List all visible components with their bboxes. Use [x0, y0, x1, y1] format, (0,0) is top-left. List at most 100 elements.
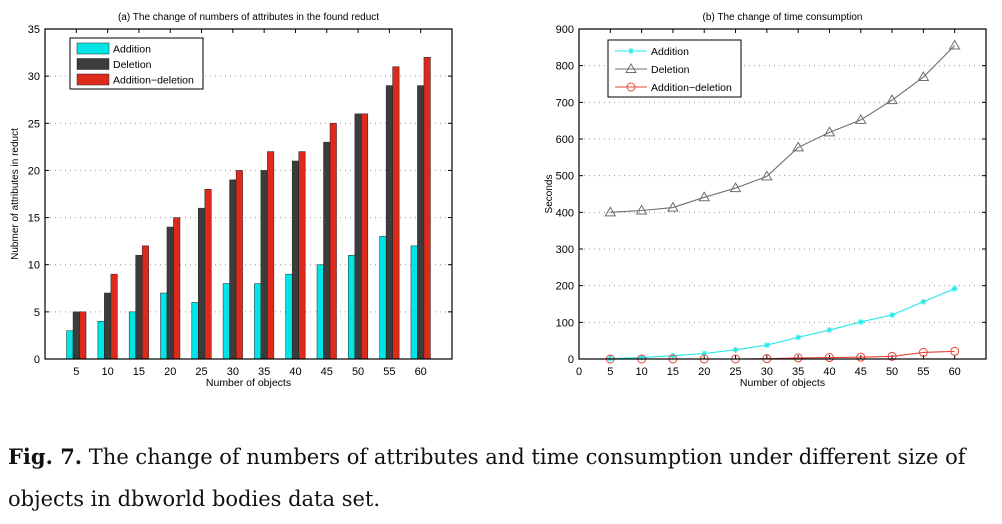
- bar: [72, 311, 80, 360]
- y-tick-label: 5: [34, 307, 40, 319]
- triangle-marker: [667, 201, 679, 212]
- figure-caption: Fig. 7. The change of numbers of attribu…: [8, 436, 998, 520]
- x-tick-label: 30: [227, 366, 239, 378]
- bar: [361, 113, 369, 360]
- bar: [329, 123, 337, 360]
- asterisk-marker: [763, 342, 770, 349]
- x-tick-label: 50: [352, 366, 364, 378]
- circle-marker: [626, 82, 636, 92]
- series-triangle: [604, 39, 961, 217]
- series-line: [610, 288, 955, 360]
- x-tick-label: 35: [792, 366, 804, 378]
- circle-marker: [887, 351, 897, 361]
- bar: [354, 113, 362, 360]
- x-tick-label: 40: [289, 366, 301, 378]
- bar: [229, 179, 237, 360]
- bar: [316, 264, 324, 360]
- legend-label: Addition−deletion: [651, 82, 732, 94]
- bar: [410, 245, 418, 360]
- x-tick-label: 15: [667, 366, 679, 378]
- legend-swatch: [76, 58, 110, 70]
- x-tick-label: 20: [698, 366, 710, 378]
- asterisk-marker: [628, 48, 634, 54]
- legend-label: Deletion: [651, 64, 690, 76]
- asterisk-marker: [795, 334, 802, 341]
- asterisk-marker: [857, 318, 864, 325]
- y-axis-label: Seconds: [544, 175, 555, 214]
- y-tick-label: 0: [34, 354, 40, 366]
- x-tick-label: 55: [383, 366, 395, 378]
- bar: [166, 226, 174, 360]
- bar: [235, 170, 243, 360]
- x-tick-label: 50: [886, 366, 898, 378]
- chart-title: (a) The change of numbers of attributes …: [118, 12, 379, 23]
- triangle-marker: [635, 204, 648, 215]
- legend: Addition Deletion Addition−deletion: [607, 39, 742, 98]
- legend-swatch: [76, 73, 110, 86]
- bar: [135, 255, 143, 360]
- y-tick-label: 600: [556, 134, 574, 146]
- plot-border: [578, 28, 987, 360]
- bar: [254, 283, 262, 360]
- bar: [323, 141, 331, 360]
- legend-label: Addition: [113, 44, 151, 56]
- bar: [79, 311, 87, 360]
- triangle-marker: [917, 71, 930, 82]
- asterisk-marker: [669, 352, 676, 359]
- x-tick-label: 55: [917, 366, 929, 378]
- x-tick-label: 40: [823, 366, 835, 378]
- bar: [417, 85, 425, 360]
- x-tick-label: 20: [164, 366, 176, 378]
- bar: [291, 160, 299, 360]
- triangle-marker: [729, 182, 742, 193]
- triangle-marker: [823, 126, 836, 137]
- bar: [348, 255, 356, 360]
- bar: [385, 85, 393, 360]
- legend-swatch: [76, 42, 110, 55]
- bar: [97, 321, 105, 360]
- asterisk-marker: [826, 327, 833, 334]
- chart-title: (b) The change of time consumption: [703, 12, 863, 23]
- y-tick-label: 900: [556, 24, 574, 36]
- circle-marker: [824, 353, 834, 363]
- asterisk-marker: [920, 298, 927, 305]
- bar: [173, 217, 181, 360]
- x-tick-label: 25: [195, 366, 207, 378]
- y-tick-label: 100: [556, 317, 574, 329]
- asterisk-marker: [889, 312, 896, 318]
- x-tick-label: 45: [855, 366, 867, 378]
- bar-chart: 0 5 10 15 20 25 30 35 (a) The change of numbers …: [10, 12, 453, 389]
- triangle-marker: [625, 63, 637, 73]
- legend-label: Deletion: [113, 59, 152, 71]
- bar: [66, 330, 74, 360]
- caption-label: Fig. 7.: [8, 444, 83, 469]
- bar: [141, 245, 149, 360]
- bar: [423, 57, 431, 360]
- bar: [222, 283, 230, 360]
- series-line: [610, 45, 956, 213]
- y-tick-label: 25: [28, 118, 40, 130]
- bar: [379, 236, 387, 360]
- y-tick-label: 400: [556, 207, 574, 219]
- bar: [110, 273, 118, 360]
- x-axis-label: Number of objects: [740, 377, 825, 389]
- triangle-marker: [604, 206, 617, 217]
- y-tick-label: 20: [28, 165, 40, 177]
- triangle-marker: [760, 170, 773, 181]
- triangle-marker: [886, 94, 898, 105]
- y-tick-label: 500: [556, 171, 574, 183]
- y-tick-label: 700: [556, 97, 574, 109]
- y-axis-label: Nubmer of attributes in reduct: [10, 128, 21, 260]
- y-tick-label: 300: [556, 244, 574, 256]
- asterisk-marker: [701, 350, 708, 357]
- circle-marker: [918, 347, 928, 357]
- x-tick-label: 60: [415, 366, 427, 378]
- figure: 0 5 10 15 20 25 30 35 (a) The change of numbers …: [10, 12, 987, 389]
- x-tick-label: 60: [949, 366, 961, 378]
- circle-marker: [950, 346, 960, 356]
- circle-marker: [856, 352, 866, 362]
- legend-label: Addition−deletion: [113, 75, 194, 87]
- y-tick-label: 800: [556, 61, 574, 73]
- triangle-marker: [698, 191, 711, 202]
